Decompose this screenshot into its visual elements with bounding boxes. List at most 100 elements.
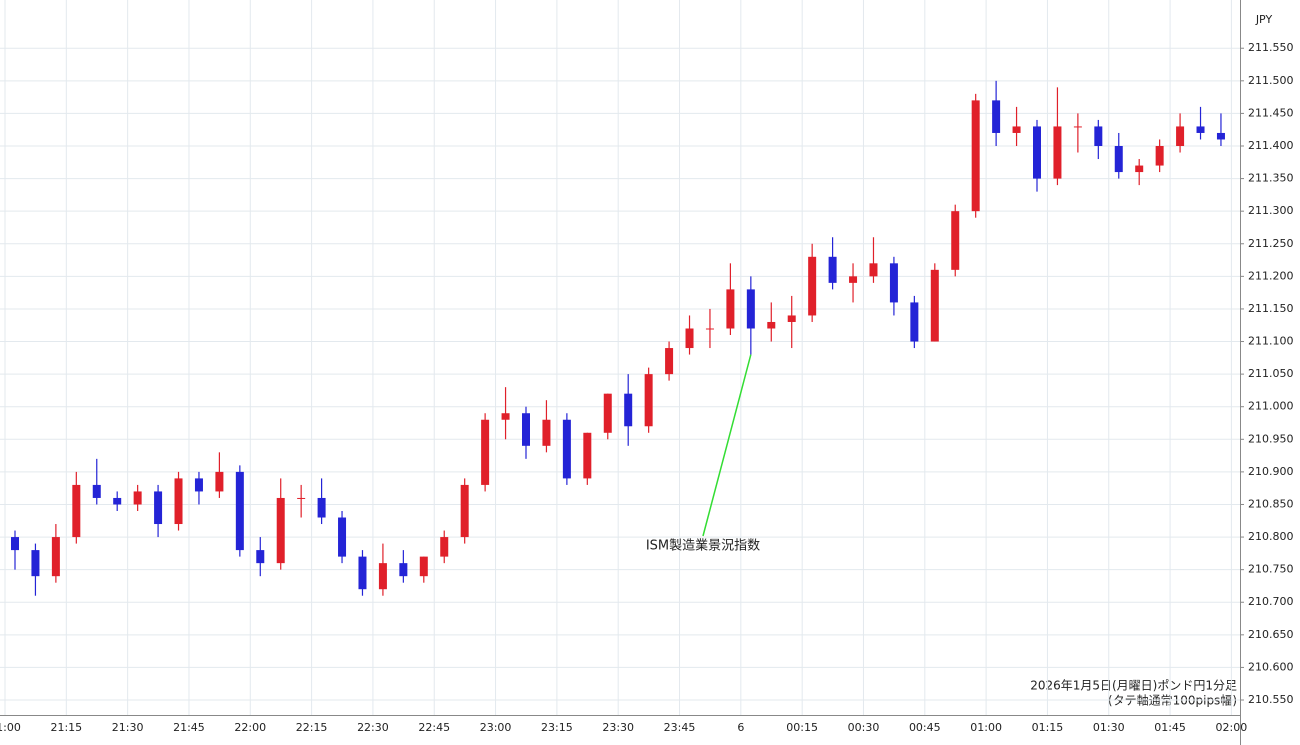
candle-body bbox=[154, 491, 163, 525]
x-tick-label: 23:00 bbox=[480, 721, 512, 734]
candle-body bbox=[358, 556, 367, 590]
y-tick-label: 210.800 bbox=[1248, 530, 1294, 543]
candle-body bbox=[767, 321, 776, 329]
candle-body bbox=[542, 419, 551, 446]
currency-label: JPY bbox=[1255, 13, 1273, 26]
candle-body bbox=[1053, 126, 1062, 179]
x-tick-label: 23:15 bbox=[541, 721, 573, 734]
y-tick-label: 211.050 bbox=[1248, 367, 1294, 380]
candle-body bbox=[113, 497, 122, 505]
annotation-line bbox=[702, 354, 752, 537]
candle-body bbox=[317, 497, 326, 518]
candle-body bbox=[1196, 126, 1205, 133]
x-tick-label: 6 bbox=[737, 721, 744, 734]
candle-body bbox=[235, 471, 244, 551]
candle-body bbox=[419, 556, 428, 577]
y-tick-label: 210.750 bbox=[1248, 563, 1294, 576]
y-tick-label: 210.600 bbox=[1248, 660, 1294, 673]
x-tick-label: 00:45 bbox=[909, 721, 941, 734]
candle-body bbox=[603, 393, 612, 433]
candle-body bbox=[1114, 145, 1123, 173]
candle-body bbox=[174, 478, 183, 525]
candle-body bbox=[992, 100, 1001, 133]
y-tick-label: 211.300 bbox=[1248, 204, 1294, 217]
candle-body bbox=[787, 315, 796, 322]
candle-body bbox=[1033, 126, 1041, 179]
y-tick-label: 210.850 bbox=[1248, 497, 1294, 510]
candle-body bbox=[705, 328, 714, 330]
candle-body bbox=[378, 563, 387, 590]
candle-body bbox=[256, 550, 265, 564]
candle-body bbox=[1176, 126, 1185, 146]
candle-body bbox=[583, 432, 592, 479]
x-tick-label: 23:30 bbox=[602, 721, 634, 734]
y-tick-label: 211.350 bbox=[1248, 172, 1294, 185]
y-tick-label: 211.000 bbox=[1248, 400, 1294, 413]
candle-body bbox=[849, 276, 858, 283]
candle-body bbox=[133, 491, 142, 505]
y-tick-label: 211.200 bbox=[1248, 269, 1294, 282]
y-tick-label: 210.700 bbox=[1248, 595, 1294, 608]
x-tick-label: 23:45 bbox=[664, 721, 696, 734]
candle-body bbox=[92, 484, 101, 498]
candle-body bbox=[746, 289, 755, 329]
candle-body bbox=[562, 419, 571, 479]
candle-body bbox=[685, 328, 694, 349]
x-tick-label: 22:30 bbox=[357, 721, 389, 734]
candle-body bbox=[440, 537, 449, 557]
candle-body bbox=[665, 348, 674, 375]
candle-body bbox=[930, 269, 939, 342]
candle-body bbox=[297, 497, 306, 499]
y-tick-label: 211.400 bbox=[1248, 139, 1294, 152]
candle-body bbox=[1216, 132, 1225, 140]
candle-body bbox=[501, 413, 510, 420]
candle-body bbox=[31, 550, 40, 577]
candle-body bbox=[828, 256, 837, 283]
candle-body bbox=[1012, 126, 1021, 133]
x-tick-label: 22:00 bbox=[234, 721, 266, 734]
candle-body bbox=[1155, 145, 1164, 166]
candle-body bbox=[481, 419, 490, 485]
x-tick-label: 02:00 bbox=[1216, 721, 1248, 734]
y-tick-label: 211.450 bbox=[1248, 106, 1294, 119]
candle-body bbox=[951, 211, 960, 270]
x-tick-label: 00:30 bbox=[848, 721, 880, 734]
candle-body bbox=[1094, 126, 1103, 146]
x-tick-label: 01:15 bbox=[1032, 721, 1064, 734]
x-tick-label: 21:15 bbox=[50, 721, 82, 734]
candle-body bbox=[276, 497, 285, 564]
x-tick-label: 22:45 bbox=[418, 721, 450, 734]
y-tick-label: 211.100 bbox=[1248, 335, 1294, 348]
candle-body bbox=[11, 537, 19, 551]
x-tick-label: 00:15 bbox=[786, 721, 818, 734]
x-tick-label: 21:30 bbox=[112, 721, 144, 734]
candle-body bbox=[910, 302, 919, 342]
candle-body bbox=[522, 413, 530, 446]
x-tick-label: 01:45 bbox=[1154, 721, 1186, 734]
candle-body bbox=[194, 478, 203, 492]
candle-body bbox=[726, 289, 735, 329]
candle-body bbox=[1073, 126, 1082, 128]
y-tick-label: 210.900 bbox=[1248, 465, 1294, 478]
x-tick-label: 21:45 bbox=[173, 721, 205, 734]
candle-body bbox=[1135, 165, 1144, 173]
candle-body bbox=[72, 484, 81, 538]
y-tick-label: 211.500 bbox=[1248, 74, 1294, 87]
candle-body bbox=[644, 374, 653, 427]
candle-body bbox=[624, 393, 633, 427]
candle-body bbox=[399, 563, 408, 577]
candle-body bbox=[971, 100, 980, 212]
candle-body bbox=[460, 484, 469, 538]
candle-body bbox=[808, 256, 817, 316]
x-tick-label: 01:30 bbox=[1093, 721, 1125, 734]
x-tick-label: 21:00 bbox=[0, 721, 21, 734]
y-tick-label: 210.550 bbox=[1248, 693, 1294, 706]
y-tick-label: 210.650 bbox=[1248, 628, 1294, 641]
note-line: 2026年1月5日(月曜日)ポンド円1分足 bbox=[1030, 679, 1237, 693]
candle-body bbox=[889, 263, 898, 303]
x-tick-label: 22:15 bbox=[296, 721, 328, 734]
candle-body bbox=[869, 263, 878, 277]
